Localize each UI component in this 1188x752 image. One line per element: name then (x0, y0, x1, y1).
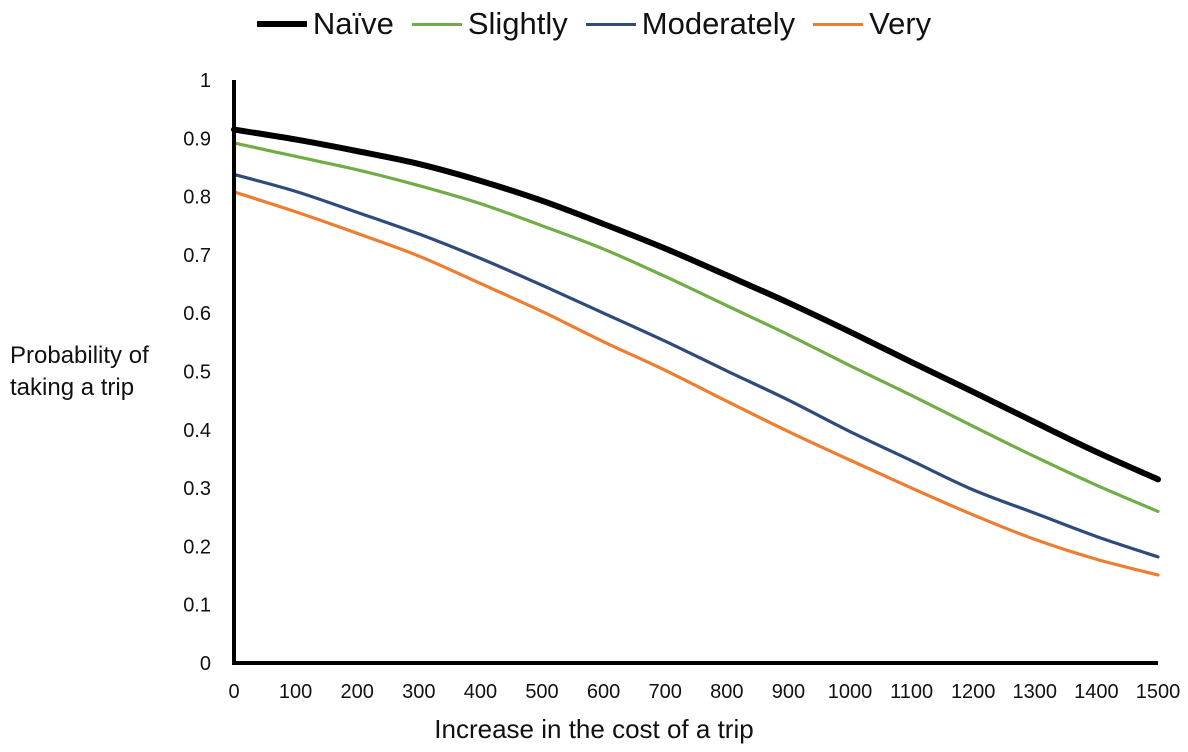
x-tick-label: 800 (710, 681, 743, 703)
legend-label: Very (869, 6, 932, 41)
y-tick-label: 0.4 (183, 420, 211, 442)
y-tick-label: 0.5 (183, 362, 211, 384)
x-tick-label: 900 (772, 681, 805, 703)
x-tick-label: 1400 (1074, 681, 1119, 703)
y-tick-label: 0.1 (183, 595, 211, 617)
x-tick-label: 500 (525, 681, 558, 703)
y-tick-label: 0.3 (183, 478, 211, 500)
x-tick-label: 200 (341, 681, 374, 703)
x-tick-label: 1500 (1136, 681, 1181, 703)
x-tick-label: 0 (228, 681, 239, 703)
y-tick-label: 0.9 (183, 128, 211, 150)
x-tick-label: 1300 (1013, 681, 1058, 703)
legend-item-naive: Naïve (256, 6, 394, 42)
y-tick-label: 1 (200, 70, 211, 92)
x-tick-label: 300 (402, 681, 435, 703)
x-axis-ticks: 0 100 200 300 400 500 600 700 800 900 1000 1100 1200… (228, 681, 1180, 703)
legend-item-slightly: Slightly (411, 6, 568, 42)
x-tick-label: 1100 (890, 681, 933, 703)
legend-item-very: Very (813, 6, 931, 42)
y-tick-label: 0 (200, 653, 211, 675)
legend: Naïve Slightly Moderately Very (0, 4, 1188, 44)
legend-label: Naïve (312, 6, 394, 41)
series-line-very (232, 190, 1160, 577)
series-line-slightly (232, 141, 1160, 514)
x-tick-label: 600 (587, 681, 620, 703)
series-line-moderately (232, 172, 1160, 559)
x-tick-label: 1200 (951, 681, 996, 703)
x-tick-label: 700 (649, 681, 682, 703)
y-tick-label: 0.7 (183, 245, 211, 267)
y-tick-label: 0.2 (183, 536, 211, 558)
legend-swatch (585, 22, 636, 26)
x-tick-label: 1000 (828, 681, 873, 703)
series-line-naive (231, 126, 1161, 483)
y-tick-label: 0.6 (183, 303, 211, 325)
x-axis-title: Increase in the cost of a trip (434, 714, 754, 744)
y-tick-label: 0.8 (183, 187, 211, 209)
x-tick-label: 400 (464, 681, 497, 703)
series-lines (231, 126, 1161, 577)
y-axis-ticks: 0 0.1 0.2 0.3 0.4 0.5 0.6 0.7 0.8 0.9 1 (183, 70, 211, 675)
legend-item-moderately: Moderately (585, 6, 796, 42)
y-axis-title: Probability of taking a trip (10, 342, 149, 401)
legend-swatch (813, 22, 864, 26)
legend-label: Moderately (641, 6, 796, 41)
legend-swatch (256, 21, 307, 27)
legend-swatch (411, 22, 462, 26)
x-tick-label: 100 (279, 681, 312, 703)
legend-label: Slightly (467, 6, 568, 41)
